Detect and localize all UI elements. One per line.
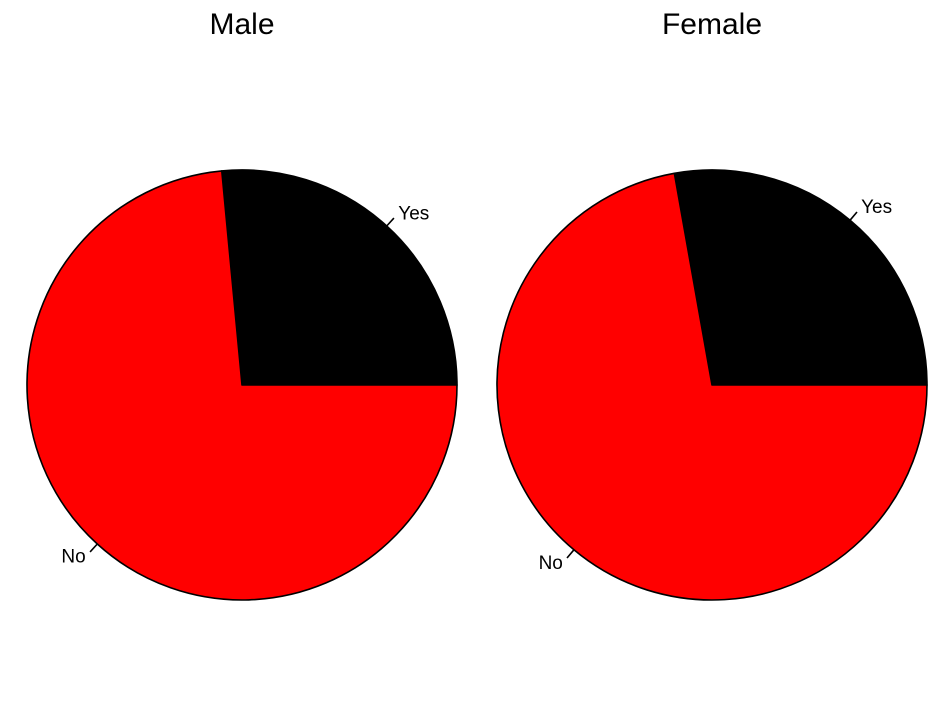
female-pie-panel: Female Yes No — [496, 8, 928, 601]
female-slice-yes — [673, 169, 928, 386]
male-label-yes: Yes — [398, 203, 429, 224]
female-label-yes: Yes — [861, 197, 892, 218]
male-slice-no — [26, 170, 458, 601]
male-pie-panel: Male Yes No — [26, 8, 458, 601]
female-leader-yes — [849, 211, 858, 221]
female-pie-title: Female — [662, 8, 762, 41]
male-label-no: No — [61, 547, 85, 568]
male-pie-title: Male — [209, 8, 274, 41]
male-leader-no — [89, 543, 98, 553]
female-label-no: No — [539, 553, 563, 574]
male-slice-yes — [220, 169, 458, 386]
male-leader-yes — [386, 217, 395, 227]
female-leader-no — [566, 549, 575, 559]
